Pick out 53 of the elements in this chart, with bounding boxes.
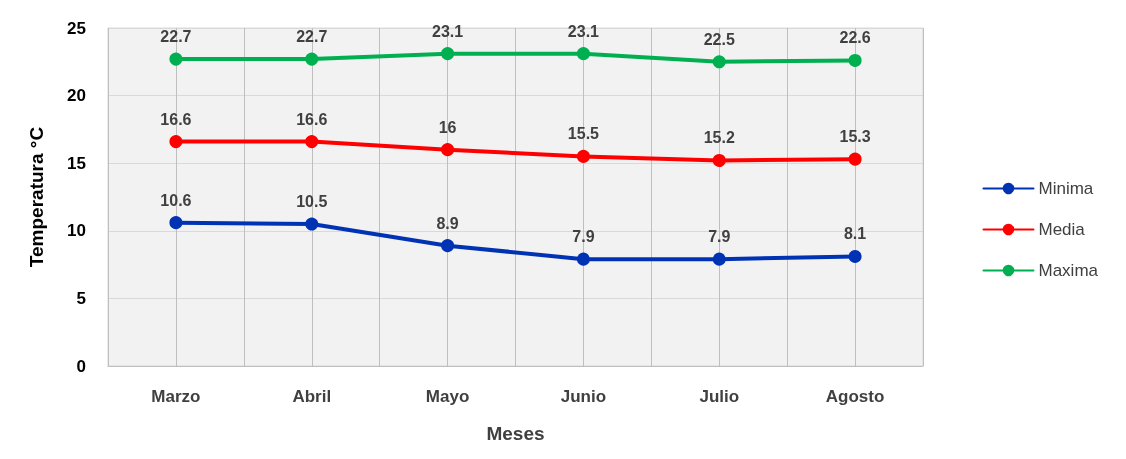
data-label: 15.2: [703, 129, 735, 147]
point: [169, 216, 183, 230]
data-label: 7.9: [708, 228, 731, 246]
data-label: 16: [438, 118, 457, 136]
point: [305, 217, 319, 231]
point: [576, 149, 590, 163]
legend-label: Media: [1038, 220, 1086, 239]
y-tick-label: 15: [67, 153, 86, 173]
legend-label: Minima: [1038, 179, 1094, 198]
point: [712, 154, 726, 167]
point: [305, 135, 319, 149]
x-axis-title: Meses: [486, 423, 545, 444]
point: [712, 55, 726, 69]
point: [441, 143, 455, 157]
point: [848, 53, 862, 67]
data-label: 15.5: [567, 125, 600, 143]
y-tick-label: 10: [67, 221, 86, 241]
data-label: 16.6: [296, 110, 328, 128]
data-label: 7.9: [572, 228, 595, 246]
data-label: 22.5: [703, 30, 735, 48]
data-label: 23.1: [432, 22, 464, 40]
x-tick-label: Mayo: [425, 387, 470, 406]
point: [441, 239, 455, 253]
point: [169, 135, 183, 149]
y-tick-label: 25: [67, 18, 86, 38]
data-label: 10.5: [296, 193, 328, 211]
data-label: 15.3: [839, 128, 871, 146]
data-label: 22.7: [296, 28, 328, 46]
y-tick-label: 20: [67, 86, 86, 106]
y-tick-label: 0: [76, 356, 86, 376]
y-tick-label: 5: [76, 288, 86, 308]
x-tick-label: Abril: [292, 387, 332, 406]
point: [576, 252, 590, 266]
x-tick-label: Junio: [560, 387, 607, 406]
data-label: 23.1: [567, 22, 600, 40]
point: [441, 47, 455, 61]
point: [305, 52, 319, 66]
data-label: 8.1: [843, 225, 867, 243]
legend-label: Maxima: [1038, 261, 1099, 280]
data-label: 22.6: [839, 29, 871, 47]
data-label: 8.9: [436, 214, 459, 232]
data-label: 10.6: [160, 191, 192, 209]
point: [848, 152, 862, 166]
x-tick-label: Agosto: [825, 387, 885, 406]
data-label: 22.7: [160, 28, 192, 46]
point: [848, 249, 862, 263]
point: [576, 47, 590, 61]
point: [712, 252, 726, 266]
point: [169, 52, 183, 66]
data-label: 16.6: [160, 110, 192, 128]
x-tick-label: Marzo: [151, 387, 201, 406]
y-axis-title: Temperatura °C: [26, 126, 47, 268]
x-tick-label: Julio: [699, 387, 740, 406]
